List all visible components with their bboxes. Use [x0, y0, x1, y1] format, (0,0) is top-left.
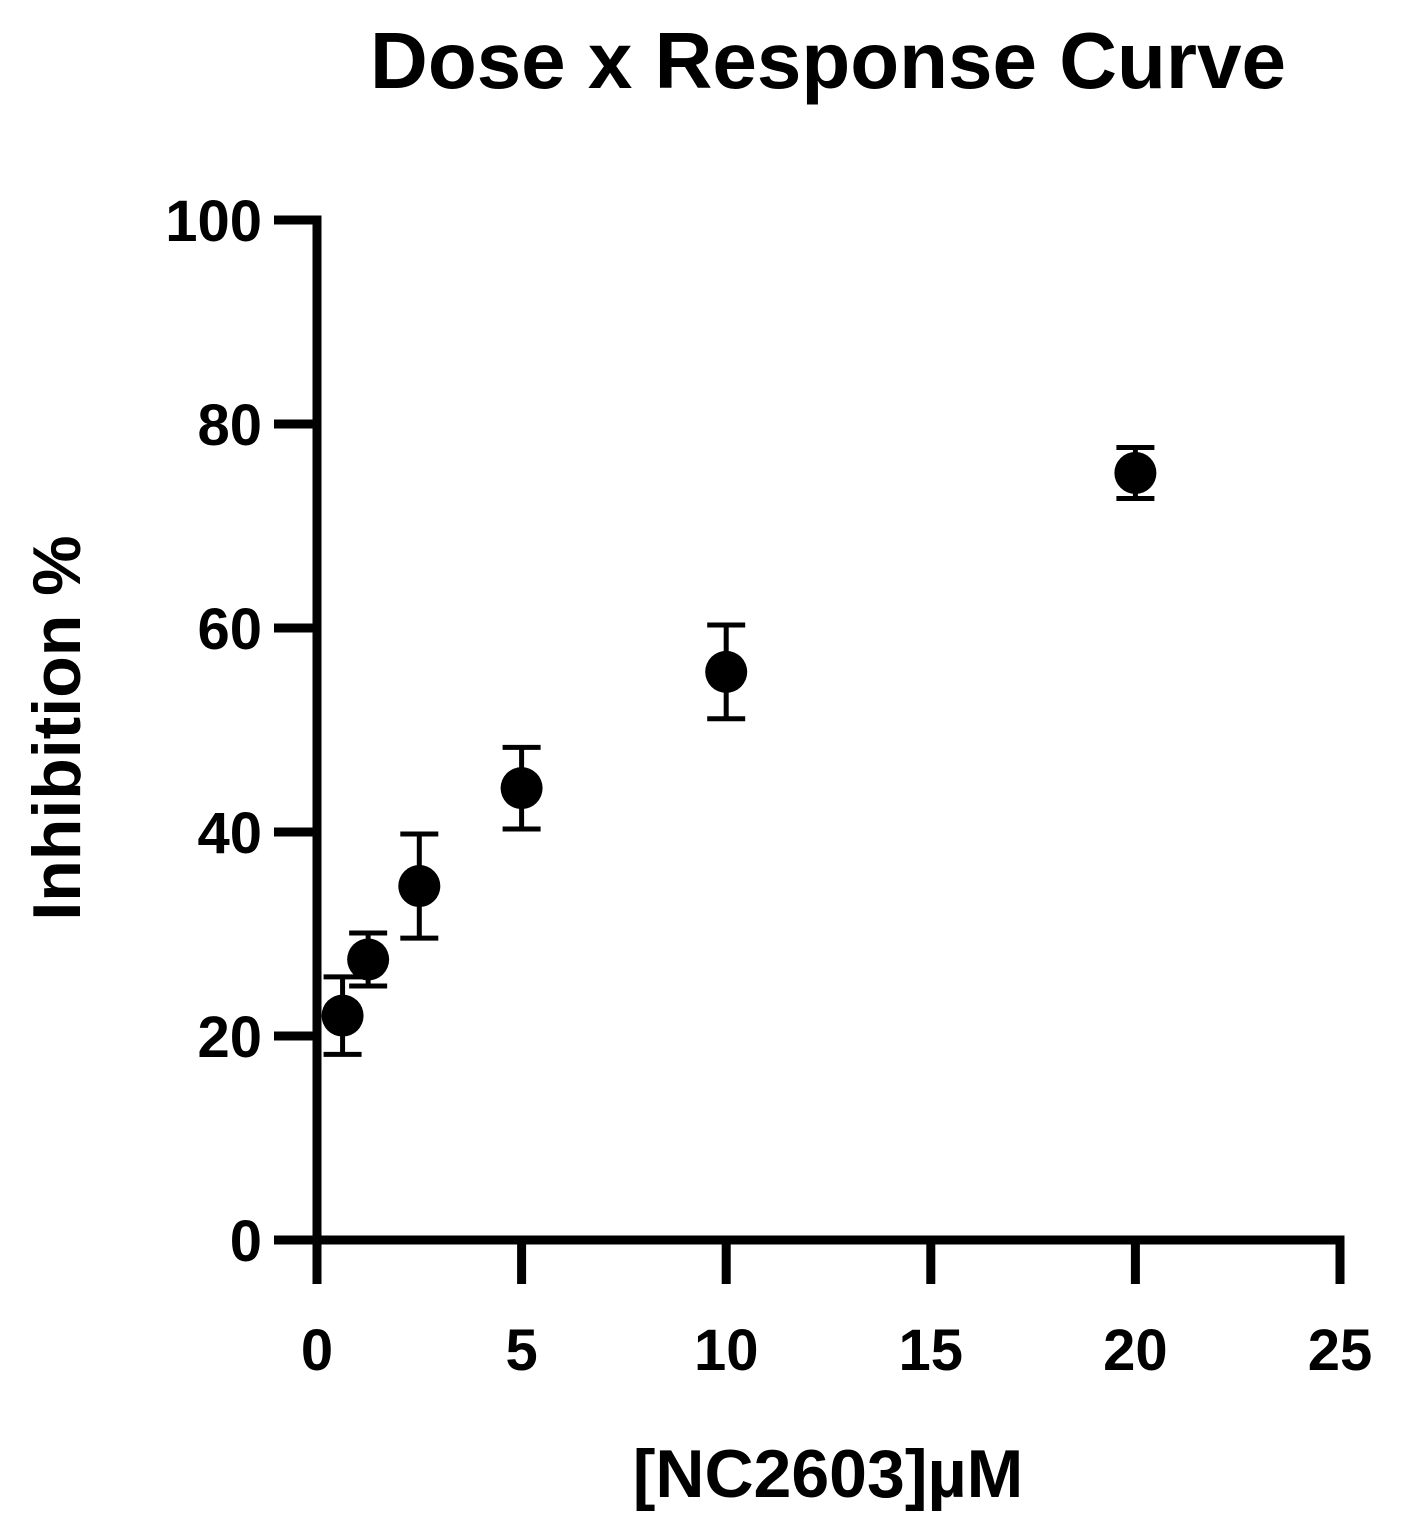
data-point-group	[321, 974, 364, 1057]
y-axis-label: Inhibition %	[19, 535, 95, 920]
x-tick-label: 10	[694, 1318, 759, 1383]
x-tick-label: 5	[505, 1318, 537, 1383]
data-point	[347, 938, 390, 981]
data-point	[1114, 451, 1157, 494]
x-tick-label: 15	[899, 1318, 964, 1383]
y-tick-label: 100	[165, 189, 262, 254]
y-tick-label: 80	[197, 393, 262, 458]
data-points	[321, 444, 1157, 1057]
x-tick-label: 0	[301, 1318, 333, 1383]
data-point-group	[347, 930, 390, 989]
data-point-group	[398, 831, 441, 941]
y-tick-label: 60	[197, 597, 262, 662]
data-point	[705, 650, 748, 693]
data-point	[398, 865, 441, 908]
y-tick-label: 40	[197, 801, 262, 866]
data-point-group	[1114, 444, 1157, 501]
data-point-group	[705, 622, 748, 722]
data-point	[500, 767, 543, 810]
y-ticks: 0 20 40 60 80 100	[165, 189, 317, 1274]
data-point-group	[500, 744, 543, 832]
x-tick-label: 20	[1103, 1318, 1168, 1383]
x-tick-label: 25	[1308, 1318, 1373, 1383]
data-point	[321, 994, 364, 1037]
y-tick-label: 20	[197, 1005, 262, 1070]
y-tick-label: 0	[230, 1209, 262, 1274]
axes	[274, 215, 1345, 1245]
chart-title: Dose x Response Curve	[370, 16, 1286, 105]
x-ticks: 0 5 10 15 20 25	[301, 1240, 1372, 1383]
x-axis-label: [NC2603]µM	[633, 1436, 1024, 1512]
